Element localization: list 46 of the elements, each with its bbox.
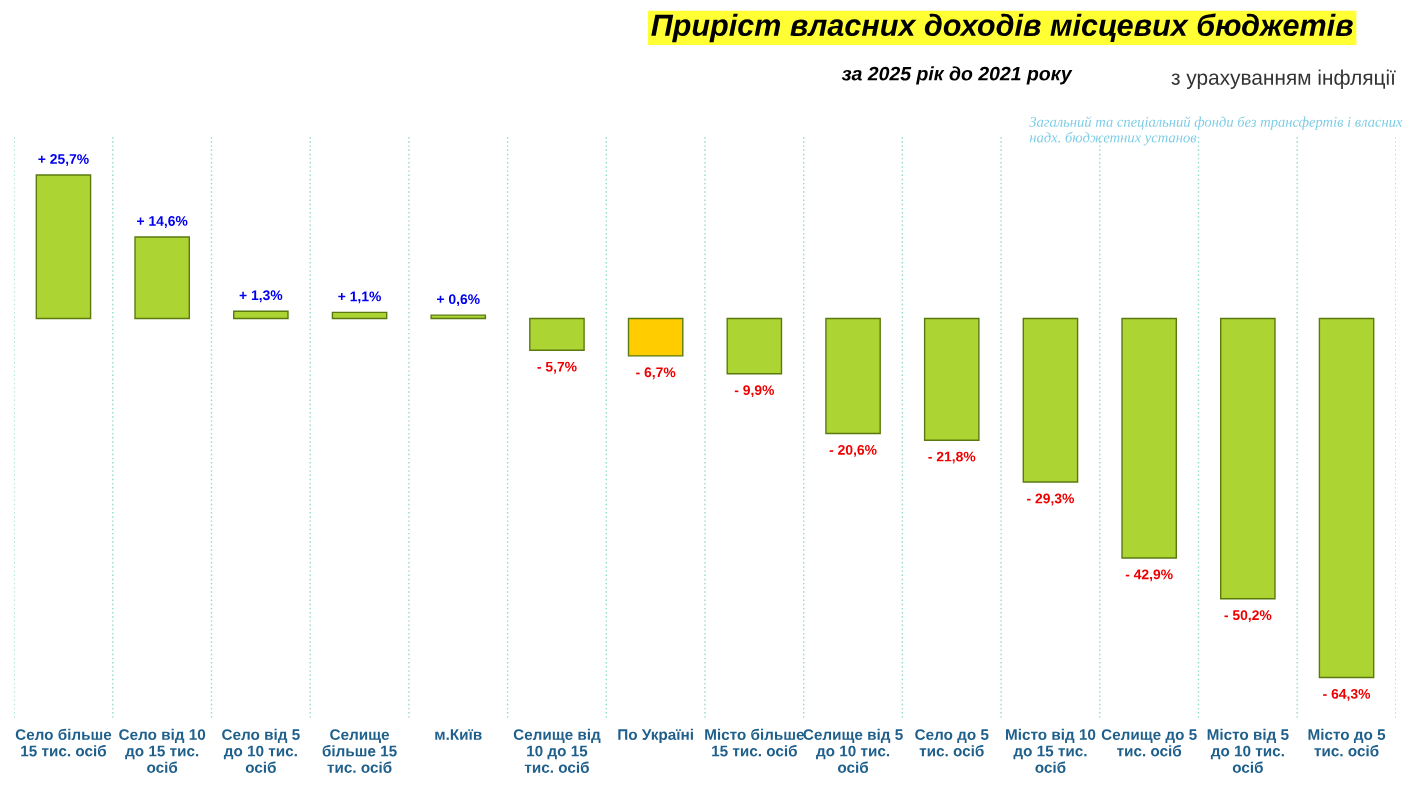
bar [331,311,388,320]
x-tick-label: По Україні [618,728,693,744]
x-tick-label: Місто від 5 до 10 тис. осіб [1207,728,1289,773]
x-tick-label: Місто більше 15 тис. осіб [705,728,804,757]
x-tick-label: Село від 5 до 10 тис. осіб [222,728,300,773]
data-label: - 5,7% [537,361,577,374]
bar [430,314,487,320]
x-tick-label: Місто до 5 тис. осіб [1308,728,1386,757]
chart-subtitle: за 2025 рік до 2021 року [841,66,1073,85]
bar [726,317,783,375]
data-label: + 0,6% [437,294,480,307]
bar [529,317,585,352]
bar [1220,317,1276,600]
data-label: + 1,1% [338,291,381,304]
data-label: - 9,9% [734,385,775,398]
data-label: - 64,3% [1323,688,1371,701]
data-label: + 25,7% [38,154,89,166]
x-tick-label: Селище від 5 до 10 тис. осіб [803,728,903,773]
bar [923,317,980,441]
data-label: + 14,6% [137,216,188,228]
data-label: + 1,3% [239,290,283,303]
x-tick-label: м.Київ [435,729,482,740]
bar [35,174,92,320]
bar [233,310,289,320]
x-tick-label: Селище до 5 тис. осіб [1101,729,1197,757]
data-label: - 21,8% [928,451,976,464]
x-tick-label: Село до 5 тис. осіб [915,729,989,757]
data-label: - 6,7% [636,367,676,380]
chart-title: Приріст власних доходів місцевих бюджетів [651,13,1353,43]
data-label: - 29,3% [1027,493,1075,506]
text: Загальний та спеціальний фонди без трансфертів і власних надх. бюджетних установ [1029,116,1403,146]
x-tick-label: Селище більше 15 тис. осіб [322,729,397,773]
x-tick-label: Селище від 10 до 15 тис. осіб [513,728,601,773]
bar [1318,317,1375,679]
x-tick-label: Село більше 15 тис. осіб [15,728,112,757]
data-label: - 20,6% [829,444,877,457]
bar [627,317,684,357]
bar [134,236,190,320]
x-tick-label: Місто від 10 до 15 тис. осіб [1006,728,1096,773]
data-label: - 42,9% [1125,569,1173,582]
bar [1121,317,1177,559]
x-tick-label: Село від 10 до 15 тис. осіб [119,728,206,773]
data-label: - 50,2% [1224,610,1272,623]
text: з урахуванням інфляції [1171,69,1396,90]
bar [825,317,881,435]
bar [1022,317,1079,483]
